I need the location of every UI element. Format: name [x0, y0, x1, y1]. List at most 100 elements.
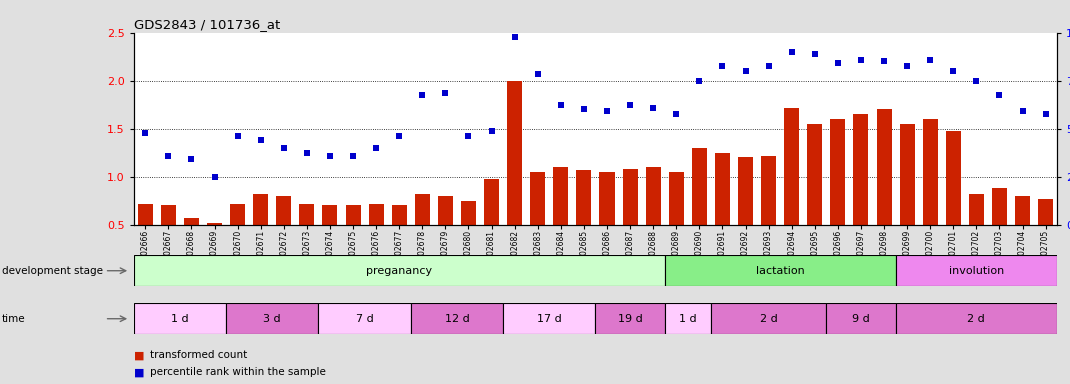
- Text: preganancy: preganancy: [366, 266, 432, 276]
- Bar: [738, 157, 753, 225]
- Bar: [160, 205, 175, 225]
- Bar: [369, 204, 384, 225]
- Point: [506, 35, 523, 41]
- Text: ■: ■: [134, 367, 144, 377]
- Point: [483, 127, 500, 134]
- Text: 2 d: 2 d: [760, 314, 778, 324]
- Bar: [322, 205, 337, 225]
- Bar: [184, 218, 199, 225]
- Bar: [922, 119, 937, 225]
- Bar: [599, 172, 614, 225]
- Point: [207, 174, 224, 180]
- Point: [253, 137, 270, 143]
- Point: [806, 51, 823, 57]
- Text: lactation: lactation: [755, 266, 805, 276]
- Bar: [553, 167, 568, 225]
- Text: time: time: [2, 314, 26, 324]
- Bar: [461, 201, 476, 225]
- Bar: [596, 303, 664, 334]
- Bar: [645, 167, 660, 225]
- Text: 9 d: 9 d: [852, 314, 870, 324]
- Bar: [577, 170, 592, 225]
- Point: [576, 106, 593, 113]
- Bar: [503, 303, 596, 334]
- Text: 7 d: 7 d: [355, 314, 373, 324]
- Text: 17 d: 17 d: [537, 314, 562, 324]
- Point: [967, 78, 984, 84]
- Point: [598, 108, 615, 114]
- Point: [875, 58, 892, 65]
- Point: [991, 92, 1008, 98]
- Point: [691, 78, 708, 84]
- Bar: [946, 131, 961, 225]
- Bar: [715, 153, 730, 225]
- Point: [760, 63, 777, 70]
- Point: [921, 56, 938, 63]
- Bar: [507, 81, 522, 225]
- Point: [853, 56, 870, 63]
- Bar: [900, 124, 915, 225]
- Bar: [415, 194, 430, 225]
- Point: [552, 102, 569, 108]
- Bar: [784, 108, 799, 225]
- Bar: [230, 204, 245, 225]
- Text: 3 d: 3 d: [263, 314, 281, 324]
- Point: [229, 133, 246, 139]
- Bar: [896, 303, 1057, 334]
- Bar: [226, 303, 319, 334]
- Bar: [896, 255, 1057, 286]
- Text: 1 d: 1 d: [679, 314, 697, 324]
- Bar: [254, 194, 269, 225]
- Bar: [438, 196, 453, 225]
- Bar: [968, 194, 983, 225]
- Point: [714, 63, 731, 70]
- Text: GDS2843 / 101736_at: GDS2843 / 101736_at: [134, 18, 280, 31]
- Bar: [761, 156, 776, 225]
- Bar: [826, 303, 896, 334]
- Bar: [392, 205, 407, 225]
- Text: 19 d: 19 d: [617, 314, 642, 324]
- Text: ■: ■: [134, 350, 144, 360]
- Bar: [664, 255, 896, 286]
- Bar: [134, 303, 226, 334]
- Text: 1 d: 1 d: [171, 314, 188, 324]
- Text: development stage: development stage: [2, 266, 103, 276]
- Bar: [669, 172, 684, 225]
- Bar: [664, 303, 710, 334]
- Bar: [992, 188, 1007, 225]
- Point: [829, 60, 846, 66]
- Point: [299, 150, 316, 156]
- Point: [368, 145, 385, 151]
- Bar: [208, 223, 223, 225]
- Bar: [484, 179, 499, 225]
- Point: [321, 152, 338, 159]
- Point: [737, 68, 754, 74]
- Bar: [1038, 199, 1053, 225]
- Point: [644, 104, 661, 111]
- Text: transformed count: transformed count: [150, 350, 247, 360]
- Point: [437, 90, 454, 96]
- Bar: [710, 303, 826, 334]
- Point: [945, 68, 962, 74]
- Point: [414, 92, 431, 98]
- Point: [530, 71, 547, 77]
- Point: [137, 131, 154, 137]
- Bar: [300, 204, 315, 225]
- Text: 2 d: 2 d: [967, 314, 985, 324]
- Text: 12 d: 12 d: [444, 314, 470, 324]
- Point: [1014, 108, 1031, 114]
- Bar: [1015, 196, 1030, 225]
- Bar: [876, 109, 891, 225]
- Bar: [134, 255, 664, 286]
- Bar: [346, 205, 361, 225]
- Point: [159, 152, 177, 159]
- Bar: [692, 148, 707, 225]
- Point: [391, 133, 408, 139]
- Bar: [411, 303, 503, 334]
- Bar: [138, 204, 153, 225]
- Bar: [319, 303, 411, 334]
- Bar: [531, 172, 546, 225]
- Point: [899, 63, 916, 70]
- Bar: [830, 119, 845, 225]
- Bar: [854, 114, 869, 225]
